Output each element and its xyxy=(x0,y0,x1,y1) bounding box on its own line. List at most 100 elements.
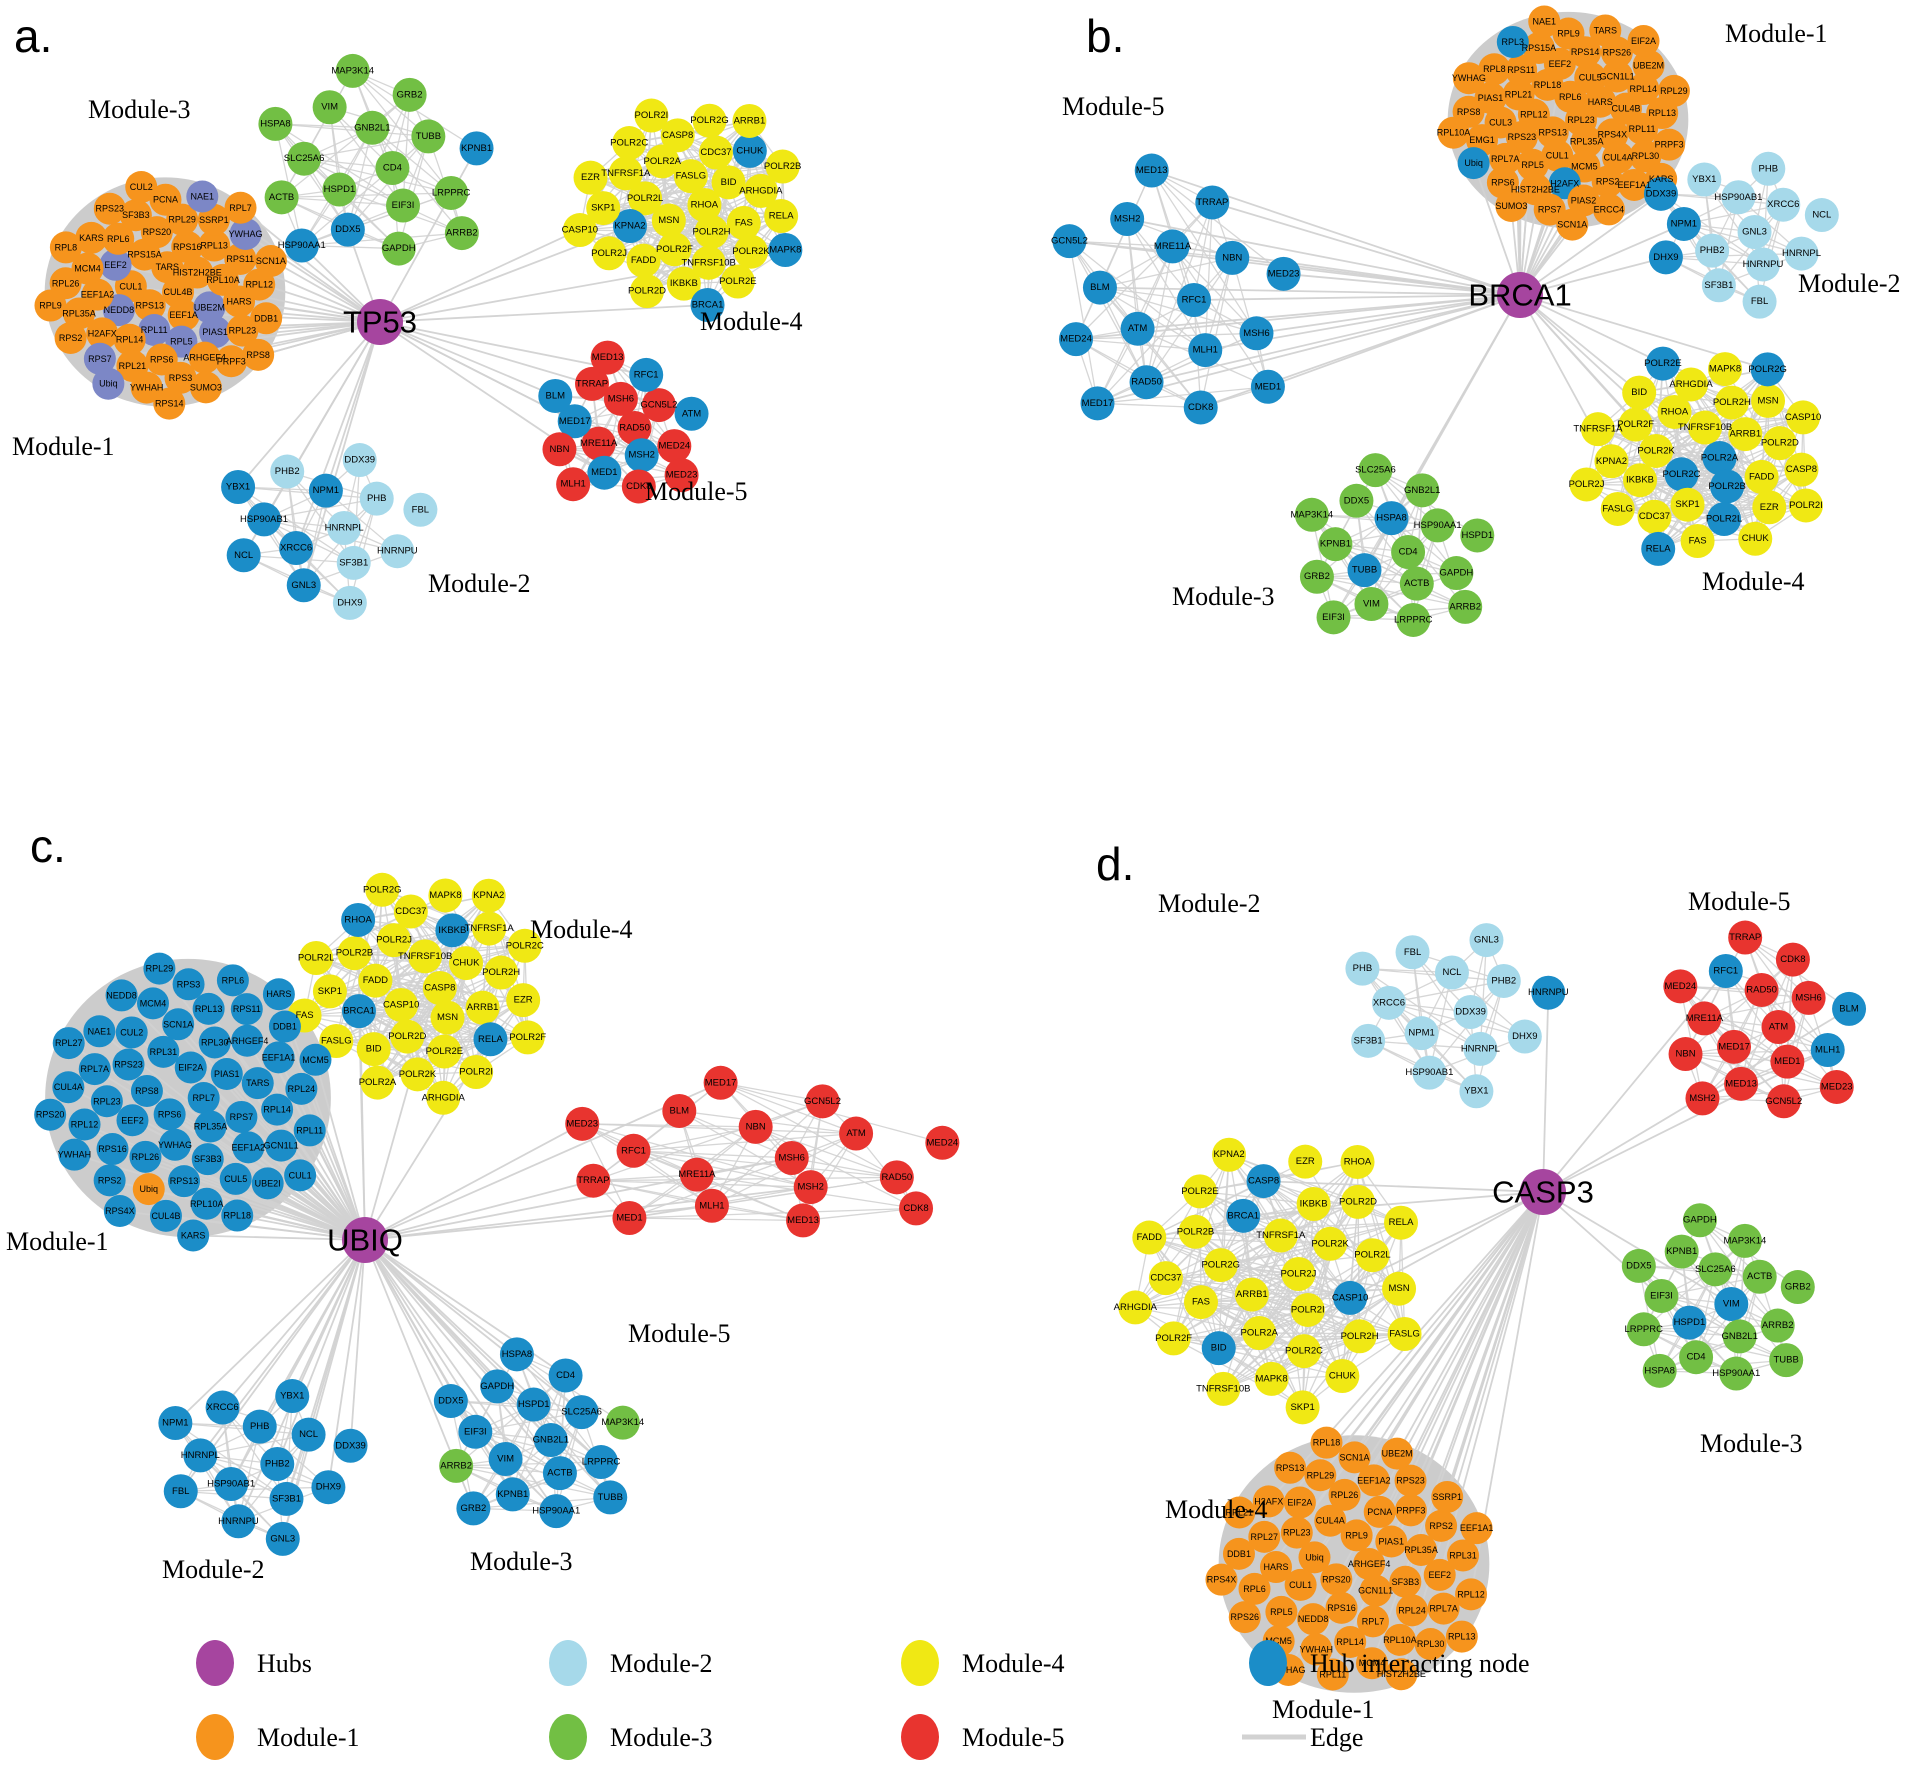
edge xyxy=(1251,1294,1304,1408)
node-RPL31 xyxy=(1447,1539,1480,1572)
node-HARS xyxy=(1259,1551,1292,1584)
node-SUMO3 xyxy=(1495,189,1528,222)
node-BID xyxy=(356,1032,391,1067)
node-DDB1 xyxy=(250,302,283,335)
node-EIF3I xyxy=(1316,600,1351,635)
node-TNFRSF10B xyxy=(691,245,726,280)
hub-edge xyxy=(1446,1191,1544,1498)
node-EEF1A1 xyxy=(1618,168,1651,201)
node-GNL3 xyxy=(286,568,321,603)
node-ARRB2 xyxy=(439,1448,474,1483)
hub-node-UBIQ xyxy=(342,1217,388,1263)
node-KARS xyxy=(177,1219,210,1252)
edge xyxy=(358,1007,483,1012)
edge xyxy=(559,448,682,476)
node-CHUK xyxy=(732,133,767,168)
edge xyxy=(1681,1251,1741,1337)
hub-edge xyxy=(232,979,366,1241)
node-MSN xyxy=(1382,1271,1417,1306)
node-ATM xyxy=(674,396,709,431)
node-SKP1 xyxy=(1670,487,1705,522)
node-RPL13 xyxy=(192,992,225,1025)
node-CASP8 xyxy=(422,971,457,1005)
node-MED1 xyxy=(612,1201,647,1236)
legend-label: Hubs xyxy=(257,1649,312,1678)
module-label-Module-1: Module-1 xyxy=(6,1227,109,1256)
node-CD4 xyxy=(1679,1340,1714,1375)
edge xyxy=(1069,240,1173,248)
node-KPNA2 xyxy=(1212,1137,1247,1172)
hub-edge xyxy=(1396,1191,1544,1455)
edge xyxy=(1361,968,1430,1073)
node-RPS11 xyxy=(224,242,257,275)
node-HARS xyxy=(1584,85,1617,118)
node-Ubiq xyxy=(92,367,125,400)
edge xyxy=(1617,442,1781,510)
node-DDX5 xyxy=(433,1384,468,1419)
node-HSPD1 xyxy=(322,172,357,207)
edge xyxy=(281,70,354,198)
hub-edge xyxy=(1519,223,1685,296)
node-CDK8 xyxy=(899,1191,934,1226)
module-label-Module-1: Module-1 xyxy=(12,432,115,461)
node-POLR2B xyxy=(1710,469,1745,504)
node-ARHGDIA xyxy=(1118,1290,1153,1325)
node-RFC1 xyxy=(1177,283,1212,317)
node-RPL24 xyxy=(1395,1594,1428,1627)
hub-edge xyxy=(364,1239,561,1474)
node-RPL7 xyxy=(187,1082,220,1114)
hub-node-BRCA1 xyxy=(1497,272,1543,318)
node-PIAS1 xyxy=(199,316,232,349)
edge xyxy=(1097,299,1195,404)
edge xyxy=(1223,1335,1360,1390)
node-MED1 xyxy=(1770,1044,1805,1079)
edge xyxy=(1311,514,1418,585)
hub-edge xyxy=(1099,286,1521,296)
node-GCN5L2 xyxy=(1052,224,1087,259)
node-POLR2C xyxy=(612,126,647,161)
hub-edge xyxy=(1193,294,1521,301)
node-CUL4A xyxy=(52,1071,85,1104)
node-RPL14 xyxy=(261,1093,294,1126)
node-RPL30 xyxy=(1629,140,1662,173)
edge xyxy=(1679,985,1742,1085)
node-MLH1 xyxy=(556,467,591,502)
node-SLC25A6 xyxy=(287,141,322,176)
node-TARS xyxy=(241,1067,274,1100)
edge xyxy=(263,518,351,604)
nodes xyxy=(34,53,803,620)
node-POLR2G xyxy=(365,872,400,907)
node-RPS2 xyxy=(54,321,87,354)
node-RPL9 xyxy=(1552,17,1585,50)
node-SF3B1 xyxy=(1351,1023,1386,1058)
node-NEDD8 xyxy=(1297,1603,1330,1636)
node-RPS20 xyxy=(34,1098,67,1131)
node-DHX9 xyxy=(332,585,367,620)
edge xyxy=(1200,257,1233,408)
hub-label: UBIQ xyxy=(327,1223,403,1258)
node-RPS7 xyxy=(83,342,116,375)
edge xyxy=(329,929,453,992)
node-MED1 xyxy=(1250,369,1285,404)
node-POLR2J xyxy=(377,923,412,958)
node-VIM xyxy=(1354,586,1389,621)
node-MED24 xyxy=(1663,969,1698,1004)
hub-label: CASP3 xyxy=(1492,1175,1594,1210)
nodes xyxy=(1052,5,1839,637)
edge xyxy=(633,1150,897,1178)
edge xyxy=(329,106,404,206)
node-SUMO3 xyxy=(189,371,222,404)
node-YBX1 xyxy=(1687,162,1722,197)
edge xyxy=(1617,427,1706,510)
node-RPL14 xyxy=(1334,1626,1367,1659)
node-FASLG xyxy=(319,1024,354,1059)
node-MED23 xyxy=(565,1106,600,1141)
node-RPL18 xyxy=(1310,1426,1343,1459)
node-LRPPRC xyxy=(584,1445,619,1480)
node-ARRB2 xyxy=(1760,1308,1795,1343)
edge xyxy=(1173,1235,1282,1339)
edge xyxy=(633,1150,804,1222)
node-PRPF3 xyxy=(1394,1494,1427,1527)
node-CD4 xyxy=(548,1358,583,1393)
edge xyxy=(1200,1180,1265,1303)
